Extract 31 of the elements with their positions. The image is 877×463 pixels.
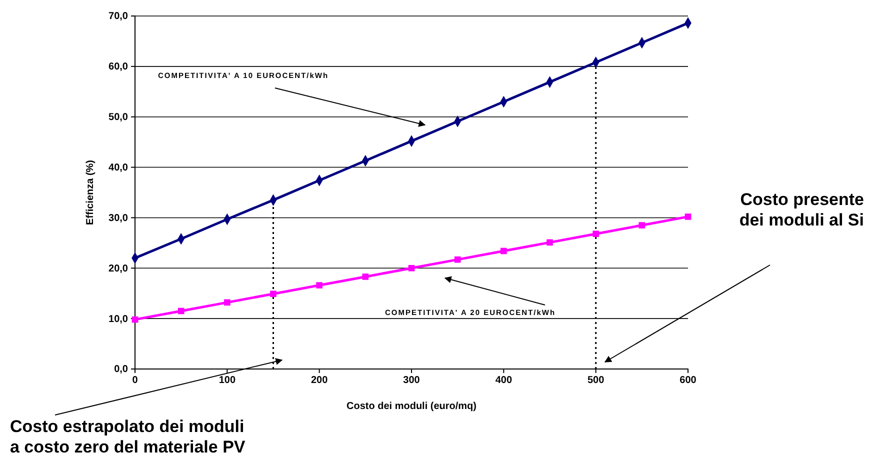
point xyxy=(638,222,646,228)
point xyxy=(362,274,369,280)
y-tick-label: 0,0 xyxy=(114,364,128,376)
y-tick-label: 50,0 xyxy=(108,112,128,124)
x-axis-title: Costo dei moduli (euro/mq) xyxy=(346,401,476,412)
point xyxy=(178,308,184,314)
x-tick-label: 400 xyxy=(495,375,512,386)
y-tick-label: 10,0 xyxy=(108,314,128,325)
point xyxy=(408,264,415,272)
x-tick-label: 300 xyxy=(403,375,420,386)
x-tick-label: 0 xyxy=(132,375,138,386)
point xyxy=(684,214,692,220)
point xyxy=(316,282,322,288)
point xyxy=(546,239,553,246)
point xyxy=(454,256,461,263)
y-axis-title: Efficienza (%) xyxy=(85,160,96,226)
x-tick-label: 100 xyxy=(218,375,236,386)
y-tick-label: 70,0 xyxy=(108,11,128,22)
point xyxy=(270,290,276,298)
text: Costo presente dei moduli al Si xyxy=(739,190,864,230)
y-tick-label: 30,0 xyxy=(108,212,128,224)
point xyxy=(224,299,230,306)
y-tick-label: 60,0 xyxy=(108,62,128,73)
point xyxy=(500,248,507,254)
point xyxy=(592,230,599,238)
x-tick-label: 500 xyxy=(587,375,605,386)
y-tick-label: 20,0 xyxy=(108,263,128,274)
x-tick-label: 600 xyxy=(680,375,697,386)
x-tick-label: 200 xyxy=(310,375,328,386)
y-tick-label: 40,0 xyxy=(108,162,128,174)
text: Costo estrapolato dei moduli a costo zero del materiale PV xyxy=(10,417,246,456)
